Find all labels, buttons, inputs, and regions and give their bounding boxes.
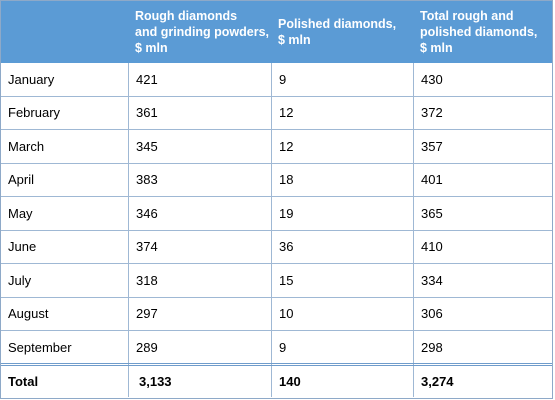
rough-cell: 421 <box>128 63 271 96</box>
polished-cell: 12 <box>271 96 413 129</box>
total-total-cell: 3,274 <box>413 366 552 397</box>
polished-cell: 18 <box>271 163 413 196</box>
rough-cell: 318 <box>128 264 271 297</box>
month-cell: July <box>8 272 32 288</box>
total-cell: 298 <box>413 331 552 365</box>
header-rough-diamonds: Rough diamonds and grinding powders, $ m… <box>135 9 270 55</box>
total-row: Total 3,133 140 3,274 <box>1 363 552 397</box>
total-polished-cell: 140 <box>271 366 413 397</box>
table-header-row: Rough diamonds and grinding powders, $ m… <box>1 1 552 63</box>
total-cell: 357 <box>413 130 552 163</box>
rough-cell: 383 <box>128 163 271 196</box>
rough-cell: 345 <box>128 130 271 163</box>
table-row: January 421 9 430 <box>1 63 552 97</box>
month-cell: August <box>8 306 49 322</box>
polished-cell: 9 <box>271 63 413 96</box>
table-row: June 374 36 410 <box>1 230 552 264</box>
header-total: Total rough and polished diamonds, $ mln <box>420 9 538 55</box>
polished-cell: 12 <box>271 130 413 163</box>
rough-cell: 374 <box>128 230 271 263</box>
table-row: March 345 12 357 <box>1 130 552 164</box>
month-cell: September <box>8 340 72 356</box>
table-row: May 346 19 365 <box>1 197 552 231</box>
month-cell: May <box>8 205 33 221</box>
total-label: Total <box>8 374 39 389</box>
rough-cell: 346 <box>128 197 271 230</box>
polished-cell: 36 <box>271 230 413 263</box>
polished-cell: 10 <box>271 297 413 330</box>
polished-cell: 9 <box>271 331 413 365</box>
total-rough-cell: 3,133 <box>128 366 271 397</box>
month-cell: March <box>8 138 45 154</box>
rough-cell: 361 <box>128 96 271 129</box>
month-cell: April <box>8 172 35 188</box>
rough-cell: 289 <box>128 331 271 365</box>
polished-cell: 15 <box>271 264 413 297</box>
table-row: September 289 9 298 <box>1 331 552 365</box>
total-cell: 430 <box>413 63 552 96</box>
total-cell: 365 <box>413 197 552 230</box>
total-cell: 334 <box>413 264 552 297</box>
table-row: February 361 12 372 <box>1 96 552 130</box>
month-cell: February <box>8 105 61 121</box>
table-row: July 318 15 334 <box>1 264 552 298</box>
polished-cell: 19 <box>271 197 413 230</box>
total-cell: 401 <box>413 163 552 196</box>
table-row: April 383 18 401 <box>1 163 552 197</box>
month-cell: June <box>8 239 37 255</box>
total-cell: 306 <box>413 297 552 330</box>
total-cell: 410 <box>413 230 552 263</box>
header-polished-diamonds: Polished diamonds, $ mln <box>278 17 397 47</box>
month-cell: January <box>8 71 55 87</box>
rough-cell: 297 <box>128 297 271 330</box>
header-month <box>1 1 128 63</box>
table-row: August 297 10 306 <box>1 297 552 331</box>
total-cell: 372 <box>413 96 552 129</box>
